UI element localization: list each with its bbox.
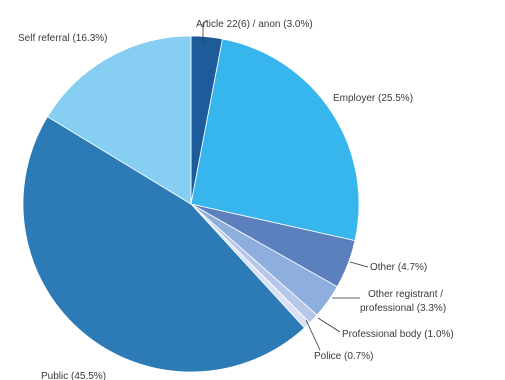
pie-slice-employer [190, 38, 360, 242]
pie-slices [22, 35, 360, 373]
leader-article [202, 19, 208, 42]
slice-labels: Article 22(6) / anon (3.0%) Employer (25… [18, 19, 454, 380]
label-article: Article 22(6) / anon (3.0%) [196, 19, 313, 30]
label-police: Police (0.7%) [314, 351, 373, 362]
pie-slice-self-referral [46, 35, 192, 205]
leader-lines [202, 19, 369, 351]
label-other-registrant-line1: Other registrant / [368, 289, 443, 300]
leader-professional-body [317, 317, 341, 333]
leader-police [305, 319, 321, 351]
label-self-referral: Self referral (16.3%) [18, 33, 107, 44]
label-professional-body: Professional body (1.0%) [342, 329, 454, 340]
label-other-registrant-line2: professional (3.3%) [360, 303, 446, 314]
pie-slice-public [22, 116, 306, 373]
label-other: Other (4.7%) [370, 262, 427, 273]
label-public: Public (45.5%) [41, 371, 106, 380]
leader-other [349, 261, 369, 268]
label-employer: Employer (25.5%) [333, 93, 413, 104]
